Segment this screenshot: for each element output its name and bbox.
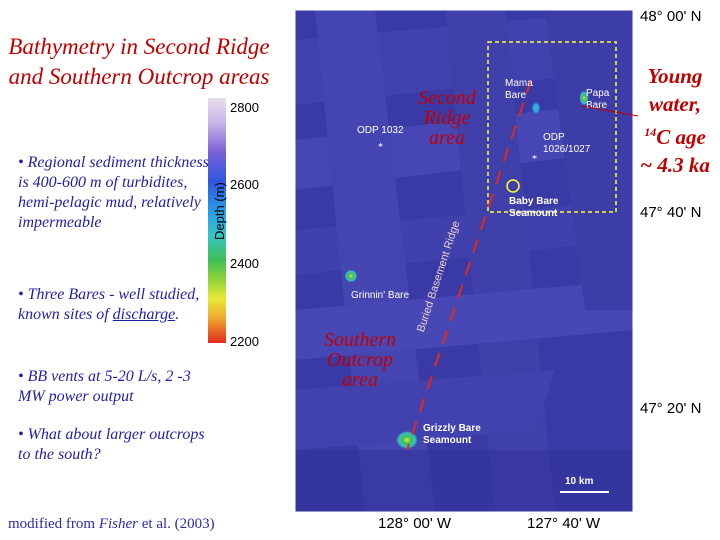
lat-label-47-20: 47° 20' N: [640, 400, 702, 417]
label-mama-bare: Mama Bare: [505, 78, 533, 101]
bathymetry-map: * * ODP 1032 Mama Bare Papa Bare ODP 102…: [295, 10, 633, 512]
label-grinnin-bare: Grinnin' Bare: [351, 290, 410, 301]
second-ridge-box: [487, 41, 617, 213]
discharge-link[interactable]: discharge: [112, 306, 176, 323]
grizzly-bare-mound: [395, 430, 419, 450]
bullet-larger-outcrops: • What about larger outcrops to the sout…: [18, 426, 205, 463]
colorbar-tick-2600: 2600: [230, 177, 259, 192]
annotation-sup: 14: [644, 125, 657, 139]
odp1026-star: *: [532, 154, 537, 165]
colorbar-tick-2400: 2400: [230, 256, 259, 271]
lon-label-128-00: 128° 00' W: [378, 515, 452, 532]
mama-bare-mound: [531, 101, 541, 115]
odp1032-star: *: [378, 142, 383, 153]
label-grizzly-bare: Grizzly Bare Seamount: [423, 423, 481, 446]
label-odp1032: ODP 1032: [357, 125, 404, 136]
bullet-sediment: • Regional sediment thickness is 400-600…: [18, 154, 209, 231]
page-title: Bathymetry in Second Ridge and Southern …: [8, 34, 270, 89]
colorbar-tick-2800: 2800: [230, 100, 259, 115]
annotation-line3: 14C age: [632, 118, 718, 151]
lon-label-127-40: 127° 40' W: [527, 515, 601, 532]
credit-suffix: et al. (2003): [138, 516, 215, 532]
label-papa-bare: Papa Bare: [586, 88, 610, 111]
annotation-line3-text: C age: [656, 125, 706, 149]
bullet-three-bares: • Three Bares - well studied, known site…: [18, 285, 218, 325]
lat-label-47-40: 47° 40' N: [640, 204, 702, 221]
buried-ridge-line: [406, 79, 532, 451]
survey-swaths: [295, 10, 633, 512]
label-baby-bare: Baby Bare Seamount: [509, 196, 559, 219]
annotation-connector: [581, 105, 639, 117]
bullet-three-bares-text: • Three Bares - well studied, known site…: [18, 286, 200, 323]
annotation-line4: ~ 4.3 ka: [640, 153, 710, 177]
map-svg: * *: [295, 10, 633, 512]
credit-prefix: modified from: [8, 516, 99, 532]
label-odp1026: ODP 1026/1027: [543, 132, 591, 155]
bullet-bb-vents: • BB vents at 5-20 L/s, 2 -3 MW power ou…: [18, 368, 191, 405]
depth-colorbar: [208, 98, 226, 343]
grinnin-bare-mound: [344, 269, 358, 283]
bullet-period: .: [175, 306, 180, 323]
annotation-line1: Young: [647, 64, 703, 88]
lat-label-48-00: 48° 00' N: [640, 8, 702, 25]
colorbar-label: Depth (m): [212, 182, 227, 240]
credit-author: Fisher: [98, 516, 138, 532]
annotation-line2: water,: [649, 92, 701, 116]
label-southern-outcrop-area: Southern Outcrop area: [323, 329, 397, 391]
young-water-annotation: Young water, 14C age ~ 4.3 ka: [632, 62, 718, 179]
source-credit: modified from Fisher et al. (2003): [8, 516, 215, 533]
papa-bare-mound: [579, 90, 589, 106]
label-scale: 10 km: [565, 476, 594, 487]
colorbar-tick-2200: 2200: [230, 334, 259, 349]
label-second-ridge-area: Second Ridge area: [418, 87, 476, 149]
baby-bare-marker: [506, 179, 520, 193]
